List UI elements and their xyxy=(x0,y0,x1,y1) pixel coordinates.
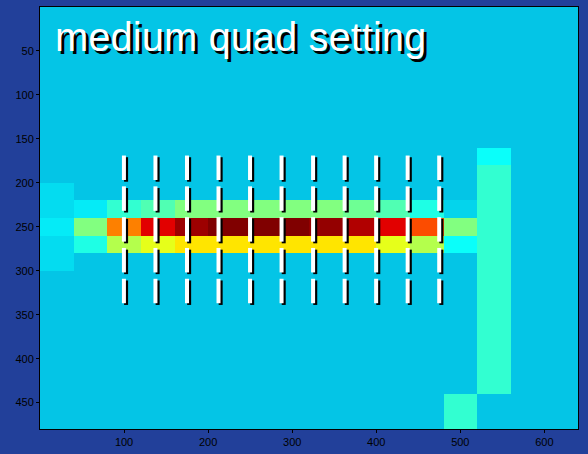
svg-text:500: 500 xyxy=(451,436,469,448)
svg-text:200: 200 xyxy=(199,436,217,448)
svg-text:350: 350 xyxy=(15,309,33,321)
svg-text:400: 400 xyxy=(15,353,33,365)
svg-text:450: 450 xyxy=(15,396,33,408)
svg-text:200: 200 xyxy=(15,177,33,189)
svg-text:medium quad setting: medium quad setting xyxy=(55,15,426,59)
svg-text:50: 50 xyxy=(22,45,34,57)
svg-text:300: 300 xyxy=(15,265,33,277)
svg-text:250: 250 xyxy=(15,221,33,233)
svg-text:300: 300 xyxy=(283,436,301,448)
svg-text:medium quad setting: medium quad setting xyxy=(58,18,429,62)
svg-text:100: 100 xyxy=(15,89,33,101)
svg-text:400: 400 xyxy=(367,436,385,448)
svg-text:600: 600 xyxy=(535,436,553,448)
svg-text:100: 100 xyxy=(115,436,133,448)
svg-text:150: 150 xyxy=(15,133,33,145)
